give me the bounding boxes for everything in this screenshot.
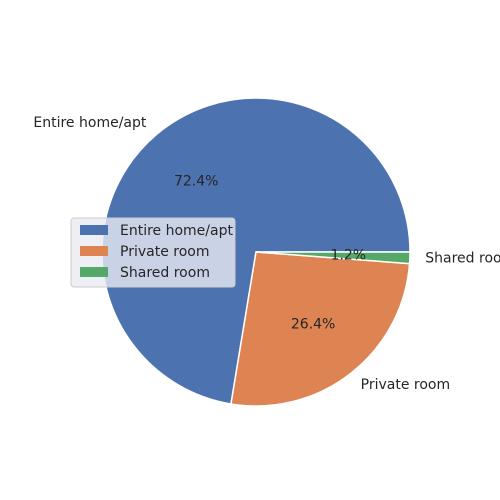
slice-percent-shared-room: 1.2% <box>331 247 367 263</box>
legend-label-shared-room: Shared room <box>120 265 210 281</box>
legend-label-private-room: Private room <box>120 244 209 260</box>
legend-entry-shared-room: Shared room <box>80 265 210 281</box>
legend-frame <box>70 217 236 288</box>
pie-slices <box>101 97 411 407</box>
legend-entry-private-room: Private room <box>80 244 209 260</box>
slice-label-private-room: Private room <box>361 377 450 393</box>
pie-labels: Entire home/apt 72.4% Private room 26.4% Sha… <box>33 115 500 393</box>
legend-swatch-private-room <box>80 246 108 256</box>
pie-slice-entire-home-apt <box>101 97 411 405</box>
legend-entry-entire-home: Entire home/apt <box>80 223 233 239</box>
legend-label-entire-home: Entire home/apt <box>120 223 233 239</box>
slice-label-entire-home-apt: Entire home/apt <box>33 115 146 131</box>
slice-percent-private-room: 26.4% <box>291 317 335 333</box>
pie-slice-private-room <box>230 251 411 407</box>
slice-label-shared-room: Shared room <box>425 250 500 266</box>
legend-swatch-entire-home <box>80 225 108 235</box>
legend-swatch-shared-room <box>80 267 108 277</box>
legend: Entire home/apt Private room Shared room <box>70 217 236 288</box>
slice-percent-entire-home-apt: 72.4% <box>174 174 218 190</box>
pie-slice-shared-room <box>255 251 411 265</box>
